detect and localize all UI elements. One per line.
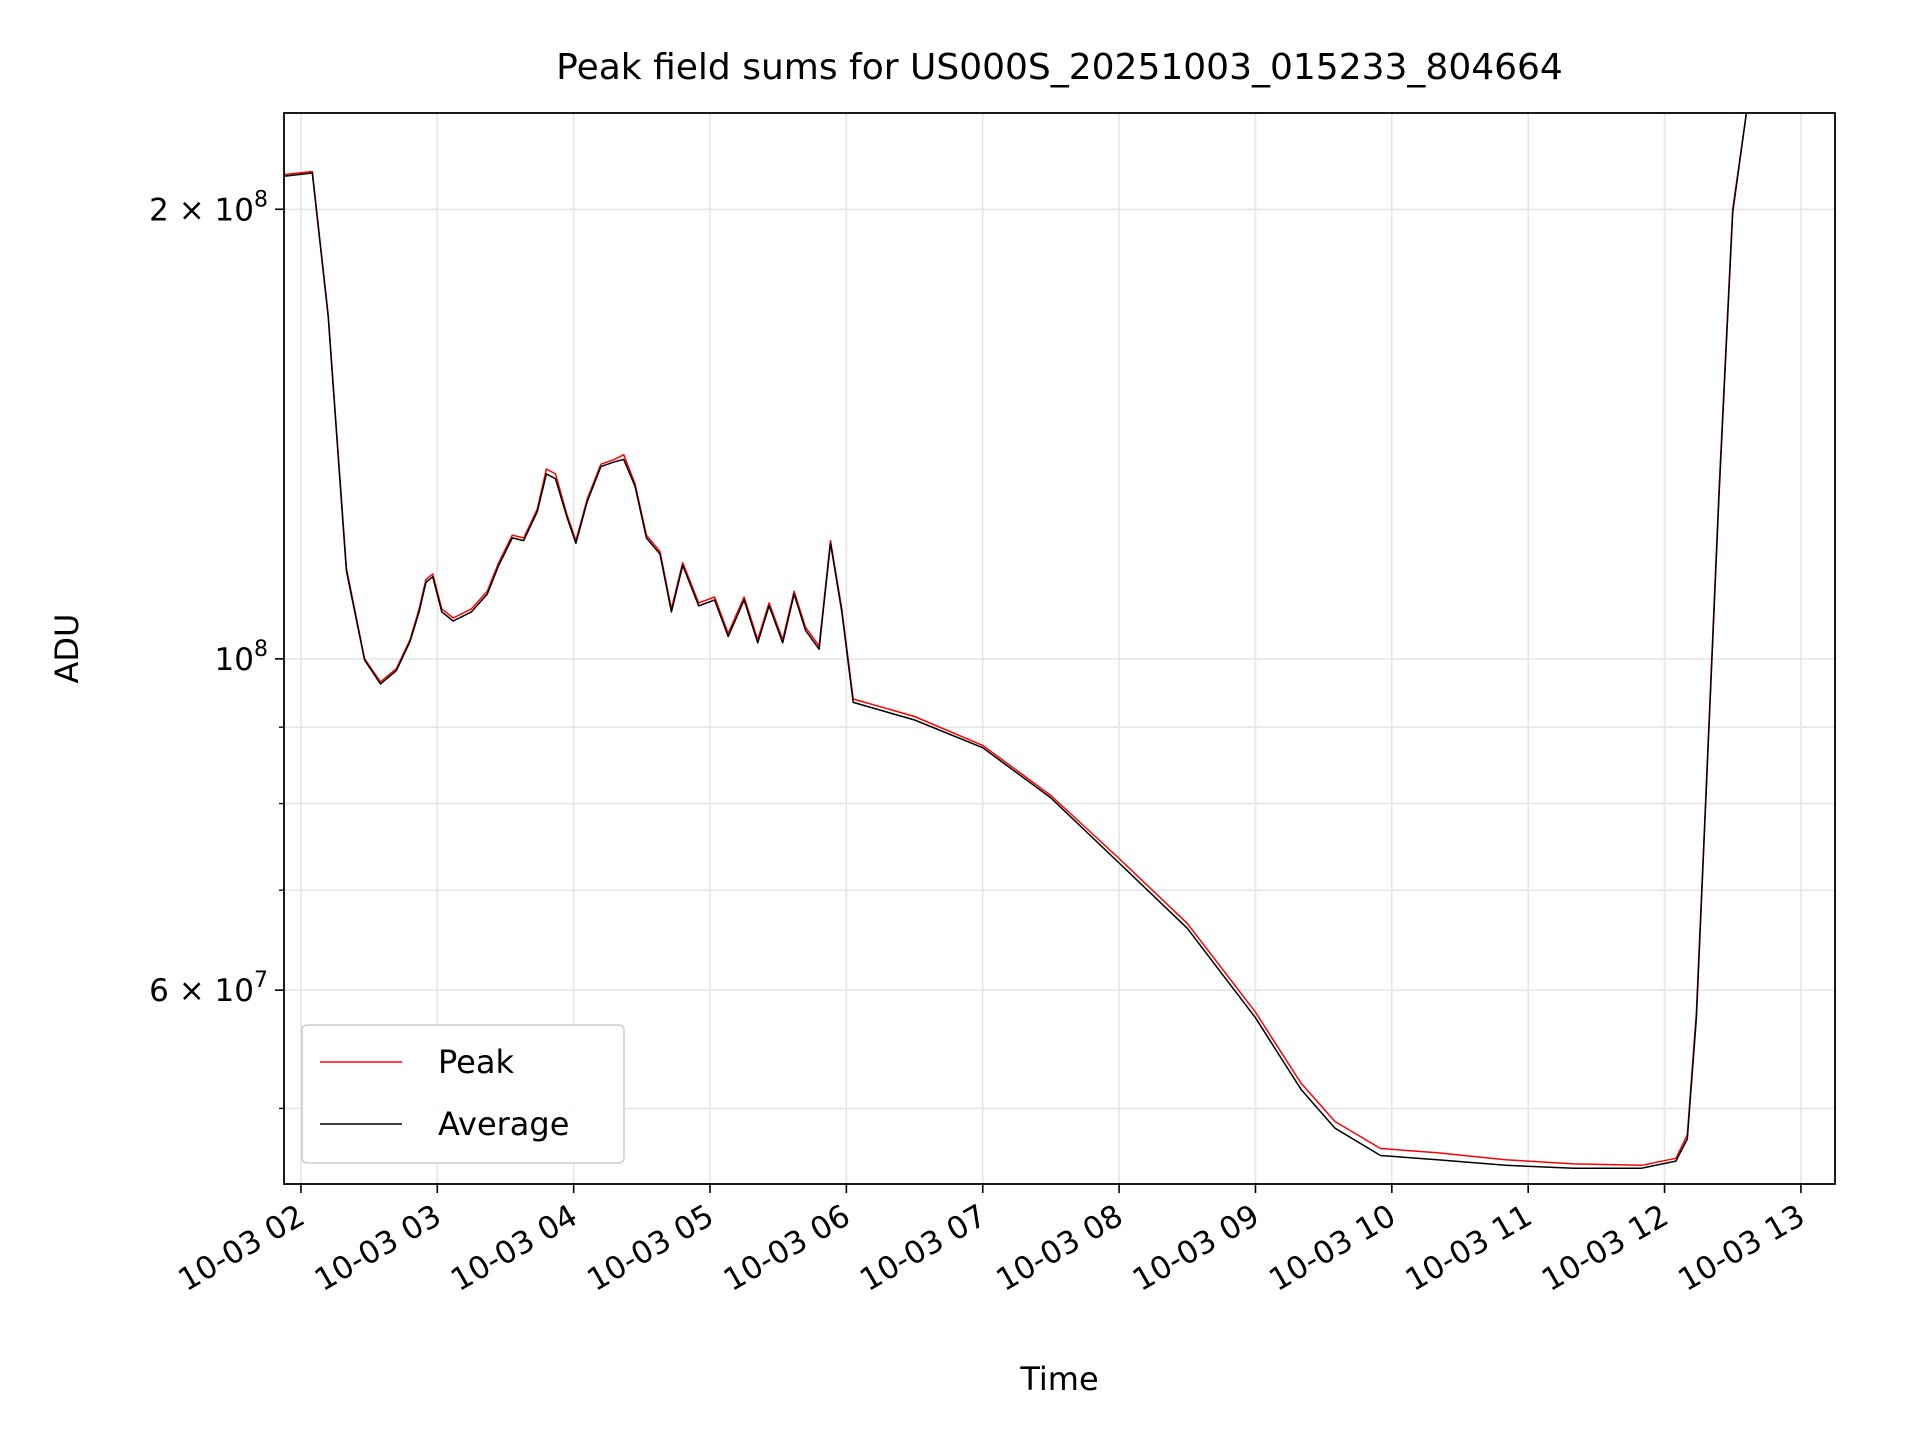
- y-axis-label: ADU: [48, 614, 86, 684]
- plot-frame: [283, 112, 1836, 1185]
- legend: Peak Average: [301, 1024, 625, 1164]
- y-tick-label: 2 × 108: [149, 187, 268, 228]
- y-tick-label: 108: [215, 637, 268, 678]
- y-tick-label: 6 × 107: [149, 968, 268, 1009]
- series-lines: [284, 112, 1748, 1169]
- y-tick-label-exponent: 8: [254, 637, 268, 662]
- x-axis-label: Time: [1019, 1360, 1098, 1398]
- legend-box: [301, 1024, 625, 1164]
- chart-title: Peak field sums for US000S_20251003_0152…: [556, 47, 1563, 88]
- y-tick-label-base: 6 × 10: [149, 973, 254, 1009]
- y-tick-label-base: 2 × 10: [149, 192, 254, 228]
- y-tick-label-base: 10: [215, 642, 254, 678]
- legend-label-peak: Peak: [438, 1043, 514, 1081]
- y-tick-label-exponent: 8: [254, 187, 268, 212]
- series-line-average: [284, 112, 1748, 1169]
- legend-label-average: Average: [438, 1105, 569, 1143]
- y-tick-label-exponent: 7: [254, 968, 268, 993]
